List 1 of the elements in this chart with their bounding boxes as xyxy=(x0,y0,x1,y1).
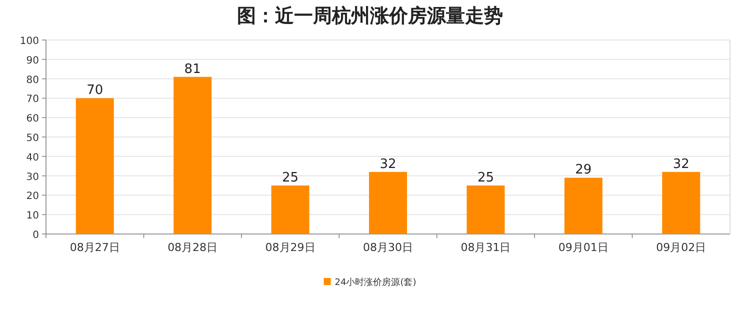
title: 图：近一周杭州涨价房源量走势 xyxy=(237,5,503,27)
